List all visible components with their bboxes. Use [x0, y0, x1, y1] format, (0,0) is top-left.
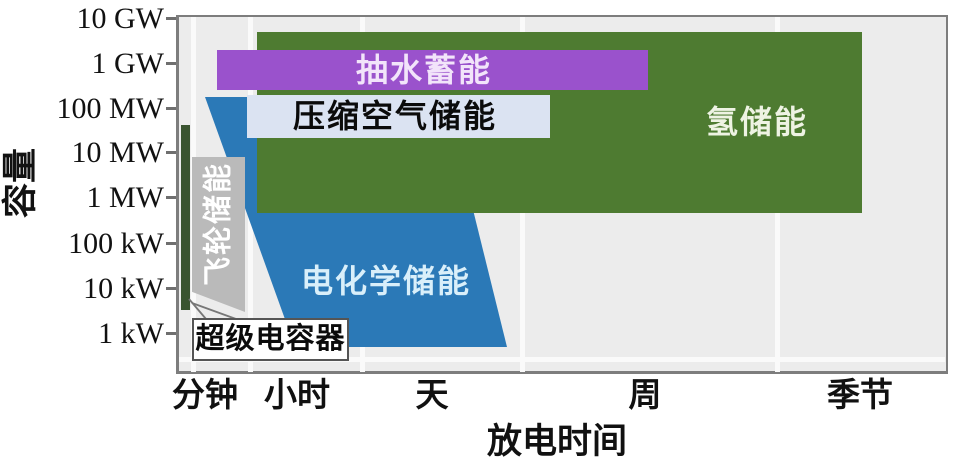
y-tick-label-10kw: 10 kW: [83, 272, 164, 305]
y-tick-mark: [166, 62, 176, 65]
x-tick-label-days: 天: [415, 378, 449, 414]
flywheel-storage-label: 飞轮储能: [202, 161, 235, 287]
y-tick-label-100mw: 100 MW: [56, 92, 165, 125]
y-tick-mark: [166, 107, 176, 110]
region-flywheel-storage: [192, 157, 245, 312]
y-tick-mark: [166, 17, 176, 20]
region-supercapacitor-bar: [181, 125, 190, 310]
y-tick-mark: [166, 287, 176, 290]
hydrogen-storage-label: 氢储能: [705, 104, 809, 140]
supercapacitor-callout: 超级电容器: [192, 318, 349, 361]
gridline-horizontal: [179, 357, 945, 362]
y-tick-mark: [166, 196, 176, 199]
x-tick-label-weeks: 周: [628, 378, 662, 414]
pumped-hydro-label: 抽水蓄能: [355, 52, 493, 88]
y-tick-label-1kw: 1 kW: [98, 317, 164, 350]
y-tick-mark: [166, 242, 176, 245]
y-tick-label-1gw: 1 GW: [91, 47, 164, 80]
compressed-air-label: 压缩空气储能: [292, 98, 498, 134]
x-tick-label-hours: 小时: [264, 378, 330, 414]
x-tick-label-minutes: 分钟: [172, 378, 238, 414]
y-tick-mark: [166, 151, 176, 154]
y-tick-label-100kw: 100 kW: [68, 227, 164, 260]
y-tick-label-10gw: 10 GW: [76, 2, 164, 35]
x-axis-title: 放电时间: [486, 422, 628, 461]
y-tick-label-1mw: 1 MW: [86, 181, 165, 214]
y-tick-mark: [166, 332, 176, 335]
y-tick-label-10mw: 10 MW: [71, 136, 165, 169]
electrochemical-label: 电化学储能: [300, 263, 472, 299]
region-compressed-air-storage: [247, 95, 550, 138]
x-tick-label-seasons: 季节: [827, 378, 893, 414]
region-pumped-hydro-storage: [217, 50, 648, 90]
